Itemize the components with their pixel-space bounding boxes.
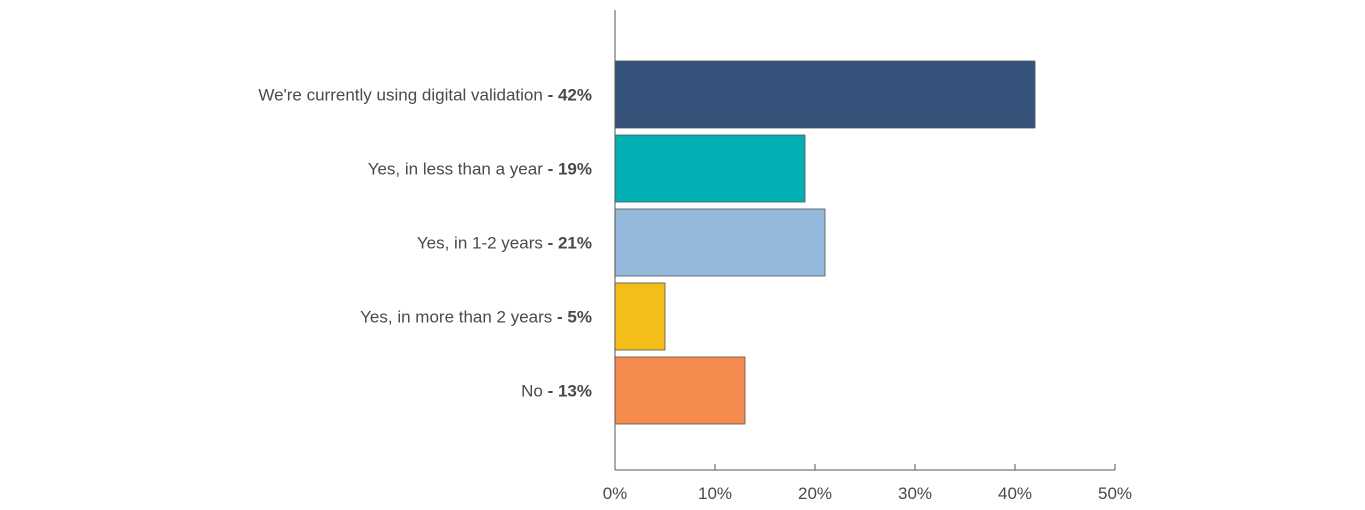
category-name: We're currently using digital validation <box>258 86 543 105</box>
bar-4 <box>614 356 746 425</box>
category-label-2: Yes, in 1-2 years - 21% <box>417 234 592 253</box>
category-label-4: No - 13% <box>521 382 592 401</box>
value-label: - 19% <box>543 160 592 179</box>
category-label-0: We're currently using digital validation… <box>258 86 592 105</box>
bar-2 <box>614 208 826 277</box>
category-labels-group: We're currently using digital validation… <box>258 86 592 401</box>
bar-1 <box>614 134 806 203</box>
category-name: Yes, in 1-2 years <box>417 234 543 253</box>
bar-3 <box>614 282 666 351</box>
category-label-3: Yes, in more than 2 years - 5% <box>360 308 592 327</box>
x-tick-label-5: 50% <box>1098 484 1132 503</box>
x-tick-label-3: 30% <box>898 484 932 503</box>
bars-group <box>614 60 1036 425</box>
value-label: - 5% <box>552 308 592 327</box>
value-label: - 21% <box>543 234 592 253</box>
x-tick-label-2: 20% <box>798 484 832 503</box>
category-name: Yes, in less than a year <box>368 160 543 179</box>
category-name: Yes, in more than 2 years <box>360 308 552 327</box>
value-label: - 42% <box>543 86 592 105</box>
x-tick-label-4: 40% <box>998 484 1032 503</box>
value-label: - 13% <box>543 382 592 401</box>
bar-0 <box>614 60 1036 129</box>
category-name: No <box>521 382 543 401</box>
category-label-1: Yes, in less than a year - 19% <box>368 160 592 179</box>
x-axis-ticks-group: 0% 10% 20% 30% 40% 50% <box>603 464 1132 503</box>
x-tick-label-1: 10% <box>698 484 732 503</box>
x-tick-label-0: 0% <box>603 484 628 503</box>
